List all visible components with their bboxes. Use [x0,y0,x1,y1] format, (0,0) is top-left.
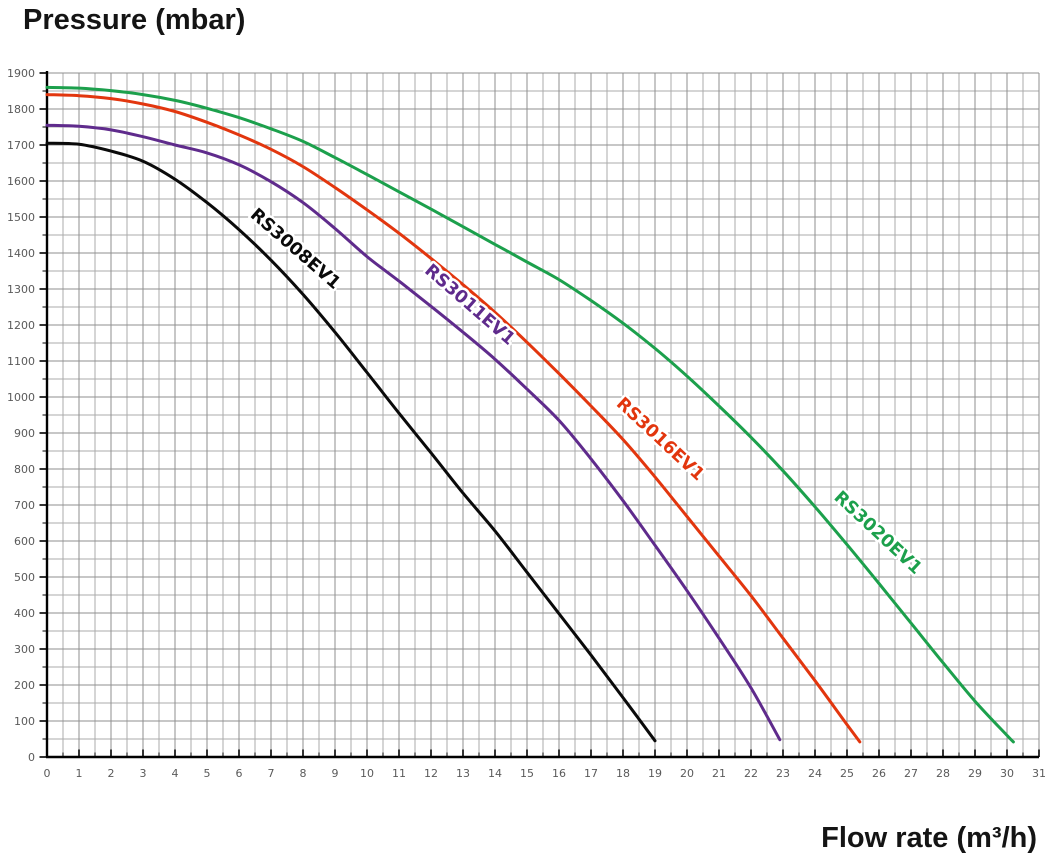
y-tick-label: 1900 [7,67,35,80]
series-label-RS3016EV1: RS3016EV1 [612,394,708,485]
y-tick-label: 900 [14,427,35,440]
y-tick-label: 1600 [7,175,35,188]
y-tick-label: 700 [14,499,35,512]
y-tick-label: 800 [14,463,35,476]
curve-RS3008EV1 [45,141,657,743]
x-tick-label: 5 [204,767,211,780]
x-tick-label: 26 [872,767,886,780]
x-tick-labels: 0 1 2 3 4 5 6 7 8 9 10 11 12 13 14 15 16 17 18 19 20 21 22 23 24… [44,767,1047,780]
x-tick-label: 10 [360,767,374,780]
curve-RS3016EV1 [45,93,862,744]
chart-title: Pressure (mbar) [23,4,246,36]
x-tick-label: 24 [808,767,822,780]
curve-RS3020EV1 [45,85,1015,744]
x-tick-label: 9 [332,767,339,780]
x-tick-label: 18 [616,767,630,780]
x-tick-label: 13 [456,767,470,780]
y-tick-label: 300 [14,643,35,656]
grid-major [47,72,1040,757]
y-tick-label: 1300 [7,283,35,296]
x-tick-label: 17 [584,767,598,780]
y-tick-label: 600 [14,535,35,548]
x-tick-label: 28 [936,767,950,780]
x-tick-label: 14 [488,767,502,780]
grid-minor [47,73,1039,757]
x-tick-label: 1 [76,767,83,780]
y-tick-label: 100 [14,715,35,728]
y-tick-label: 1700 [7,139,35,152]
x-tick-label: 8 [300,767,307,780]
x-tick-label: 29 [968,767,982,780]
x-tick-label: 31 [1032,767,1046,780]
curve-RS3011EV1 [45,123,782,742]
y-tick-label: 0 [28,751,35,764]
x-tick-label: 27 [904,767,918,780]
x-tick-label: 7 [268,767,275,780]
y-tick-label: 500 [14,571,35,584]
x-tick-label: 11 [392,767,406,780]
x-tick-label: 25 [840,767,854,780]
y-tick-label: 1100 [7,355,35,368]
x-tick-label: 19 [648,767,662,780]
x-tick-label: 12 [424,767,438,780]
y-tick-label: 1000 [7,391,35,404]
y-tick-labels: 0 100 200 300 400 500 600 700 800 900 1000 1100 1200… [7,67,35,764]
x-tick-label: 4 [172,767,179,780]
x-tick-label: 15 [520,767,534,780]
x-tick-label: 20 [680,767,694,780]
x-tick-label: 30 [1000,767,1014,780]
y-tick-label: 1200 [7,319,35,332]
x-tick-label: 6 [236,767,243,780]
x-tick-label: 23 [776,767,790,780]
x-tick-label: 22 [744,767,758,780]
x-tick-label: 2 [108,767,115,780]
y-tick-label: 1800 [7,103,35,116]
x-tick-label: 3 [140,767,147,780]
x-tick-label: 0 [44,767,51,780]
y-tick-label: 1500 [7,211,35,224]
x-tick-label: 16 [552,767,566,780]
x-tick-label: 21 [712,767,726,780]
y-tick-label: 1400 [7,247,35,260]
y-tick-label: 400 [14,607,35,620]
y-tick-label: 200 [14,679,35,692]
x-axis-title: Flow rate (m³/h) [821,822,1037,854]
